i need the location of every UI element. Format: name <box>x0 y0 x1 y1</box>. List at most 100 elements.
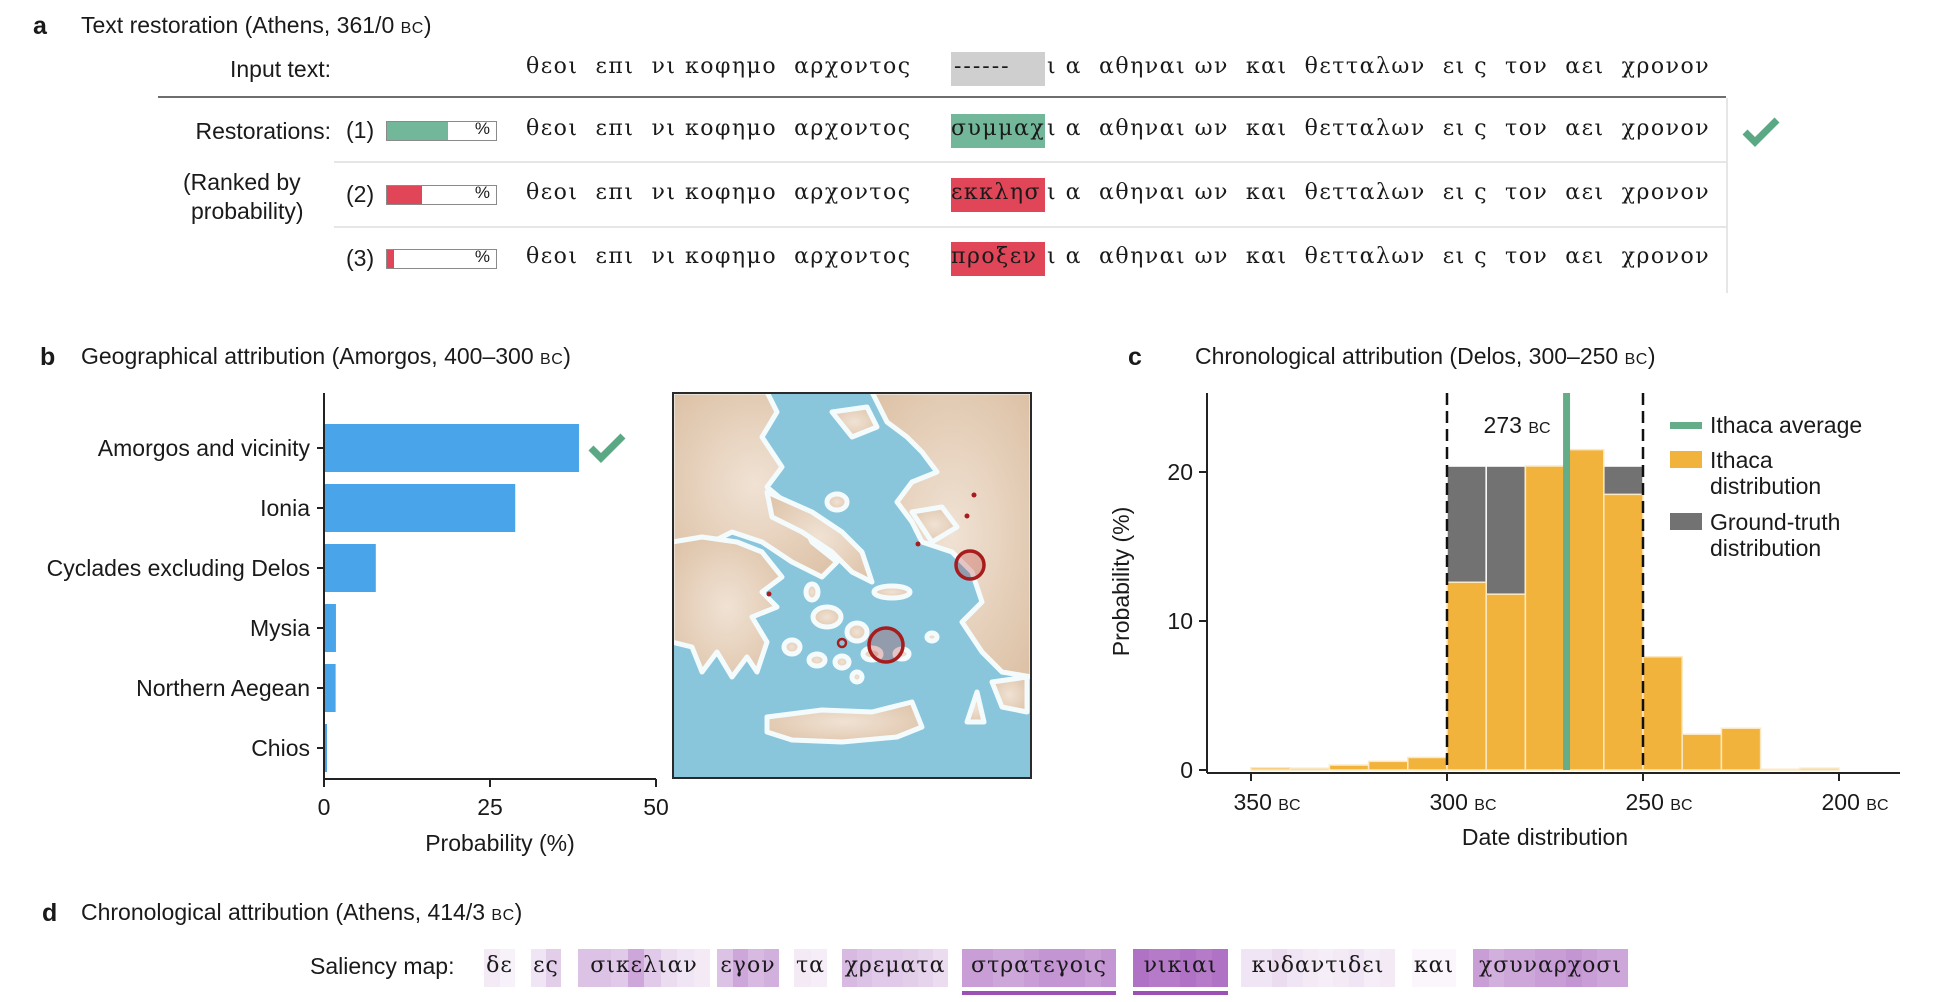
x-tick-value: 300 <box>1430 789 1475 815</box>
saliency-cell <box>977 949 993 987</box>
x-tick-label: 300 BC <box>1430 789 1497 815</box>
saliency-cell <box>902 949 918 987</box>
land-masses <box>672 392 1032 745</box>
restoration-text-before: θεοι επι νι κοφημο αρχοντος <box>526 244 912 269</box>
island <box>824 491 850 513</box>
restoration-text-after: ι α αθηναι ων και θετταλων ει ς τον αει … <box>1047 244 1711 269</box>
saliency-word-text: δε <box>486 953 513 978</box>
saliency-cell <box>611 949 628 987</box>
saliency-word-text: νικιαι <box>1143 953 1218 978</box>
saliency-cell <box>857 949 873 987</box>
saliency-word: δε <box>484 949 515 987</box>
bar <box>324 544 376 592</box>
restored-characters: συμμαχ <box>951 116 1046 141</box>
saliency-word: κυδαντιδει <box>1241 949 1396 987</box>
saliency-cell <box>660 949 677 987</box>
x-tick-era: BC <box>1474 797 1496 814</box>
legend-label: distribution <box>1710 473 1821 499</box>
legend-label: Ithaca average <box>1710 412 1862 438</box>
island <box>849 669 865 685</box>
saliency-cell <box>1348 949 1365 987</box>
legend-label: Ground-truth <box>1710 509 1840 535</box>
restored-characters: προξεν <box>951 244 1038 269</box>
category-label: Northern Aegean <box>136 675 310 701</box>
panel-d-letter: d <box>42 899 58 927</box>
legend-swatch-patch <box>1670 513 1702 530</box>
site-dot <box>915 541 921 547</box>
saliency-cell <box>932 949 948 987</box>
aegean-map <box>672 392 1032 779</box>
x-tick-label: 25 <box>477 794 503 820</box>
lesbos <box>909 504 960 545</box>
probability-bar-fill <box>387 186 422 204</box>
saliency-cell <box>1612 949 1628 987</box>
euboea <box>764 489 875 585</box>
saliency-cell <box>842 949 858 987</box>
ithaca-bar <box>1524 465 1566 771</box>
saliency-cell <box>732 949 748 987</box>
title-end: ) <box>423 12 432 38</box>
ithaca-bar <box>1720 727 1762 771</box>
saliency-word: και <box>1412 949 1457 987</box>
saliency-cell <box>1504 949 1520 987</box>
saliency-word-text: ες <box>533 953 559 978</box>
x-tick-era: BC <box>1278 797 1300 814</box>
bar <box>324 664 336 712</box>
island <box>810 604 844 630</box>
ithaca-bar <box>1681 733 1723 771</box>
title-end: ) <box>514 899 523 925</box>
correct-check-icon <box>588 433 626 463</box>
karpathos <box>964 689 987 725</box>
saliency-cell <box>484 949 500 987</box>
saliency-cell <box>1054 949 1070 987</box>
crete <box>764 699 925 745</box>
saliency-word: στρατεγοις <box>962 949 1117 987</box>
saliency-cell <box>1039 949 1055 987</box>
saliency-word: τα <box>794 949 827 987</box>
saliency-cell <box>546 949 561 987</box>
restoration-text-after: ι α αθηναι ων και θετταλων ει ς τον αει … <box>1047 180 1711 205</box>
saliency-cell <box>594 949 611 987</box>
restored-characters: εκκλησ <box>951 180 1042 205</box>
saliency-cell <box>1100 949 1117 987</box>
island <box>829 404 880 440</box>
y-tick-label: 20 <box>1167 459 1193 485</box>
saliency-underline <box>962 991 1116 995</box>
ithaca-bar <box>1328 764 1370 771</box>
saliency-cell <box>794 949 811 987</box>
average-value: 273 <box>1484 412 1529 438</box>
ithaca-bar <box>1407 756 1448 771</box>
panel-a-title: Text restoration (Athens, 361/0 BC) <box>81 12 432 39</box>
saliency-word-text: κυδαντιδει <box>1251 953 1385 978</box>
average-label: 273 BC <box>1484 412 1551 438</box>
saliency-cell <box>992 949 1009 987</box>
saliency-cell <box>1271 949 1288 987</box>
attribution-markers <box>766 492 986 664</box>
ranked-label-line1: (Ranked by <box>183 169 301 195</box>
saliency-cell <box>1164 949 1181 987</box>
restored-gap-highlight: συμμαχ <box>951 114 1045 148</box>
saliency-cell <box>1256 949 1272 987</box>
input-gap-dashes: ------ <box>954 54 1011 79</box>
saliency-cell <box>693 949 710 987</box>
panel-a-letter: a <box>33 12 47 40</box>
saliency-cell <box>1550 949 1566 987</box>
saliency-word-text: εγον <box>720 953 776 978</box>
input-gap-highlight: ------ <box>951 52 1045 86</box>
saliency-cell <box>1287 949 1303 987</box>
bar <box>324 604 336 652</box>
saliency-underline <box>1133 991 1228 995</box>
saliency-word: νικιαι <box>1133 949 1228 987</box>
restoration-text-before: θεοι επι νι κοφημο αρχοντος <box>526 116 912 141</box>
title-era: BC <box>1624 351 1648 368</box>
panel-b-letter: b <box>40 343 56 371</box>
island <box>781 637 803 657</box>
saliency-cell <box>1566 949 1582 987</box>
saliency-word-text: χσυναρχοσι <box>1478 953 1623 978</box>
peloponnese <box>672 534 785 680</box>
saliency-cell <box>1379 949 1396 987</box>
ithaca-bar <box>1485 593 1527 771</box>
saliency-cell <box>1008 949 1024 987</box>
category-label: Mysia <box>250 615 310 641</box>
